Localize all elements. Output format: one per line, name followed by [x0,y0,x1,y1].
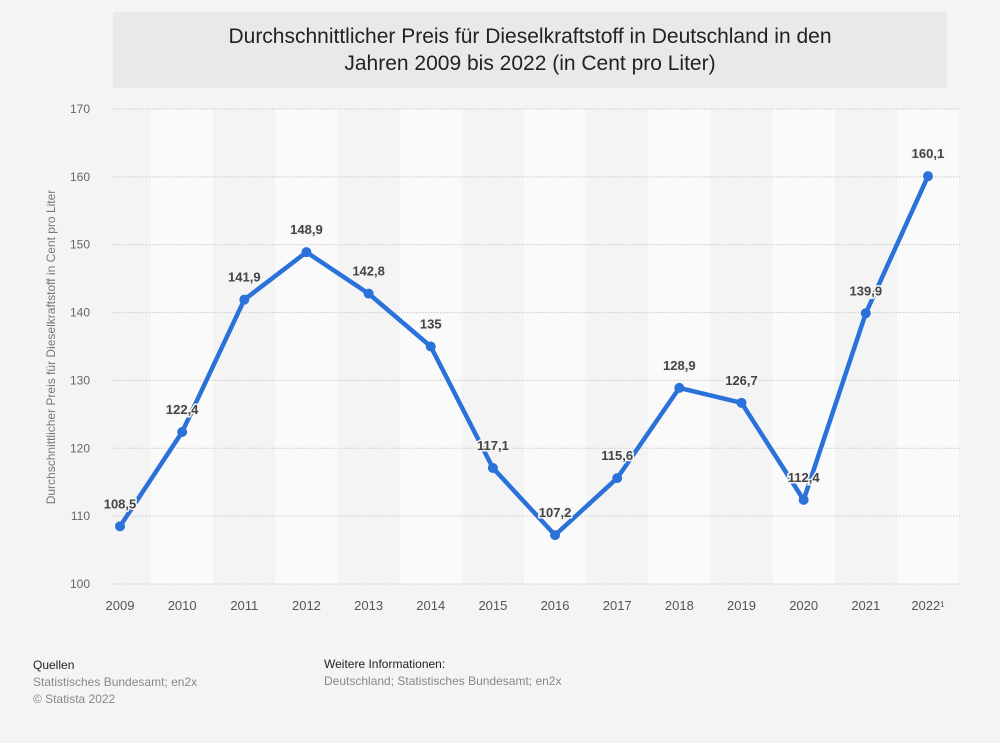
data-point [487,462,498,473]
chart-title: Durchschnittlicher Preis für Dieselkraft… [228,25,832,75]
data-label: 108,5 [104,496,137,511]
column-band [896,109,960,584]
y-tick-label: 140 [70,306,90,320]
column-band [523,109,587,584]
data-point [674,382,685,393]
x-tick-label: 2011 [230,598,258,613]
data-label: 122,4 [166,402,199,417]
x-tick-label: 2021 [851,598,880,613]
data-point [550,530,561,541]
data-label: 128,9 [663,358,696,373]
data-point [239,294,250,305]
y-tick-label: 160 [70,170,90,184]
series-line [117,173,931,538]
column-band [648,109,711,584]
column-band [772,109,835,584]
copyright: © Statista 2022 [33,692,116,706]
x-tick-label: 2022¹ [911,598,945,613]
x-tick-label: 2020 [789,598,818,613]
sources-block: Quellen Statistisches Bundesamt; en2x © … [33,657,197,708]
data-label: 135 [420,317,442,332]
data-point [736,397,747,408]
y-tick-label: 120 [70,441,90,455]
y-tick-label: 150 [70,238,90,252]
x-tick-label: 2014 [416,598,445,613]
x-tick-label: 2015 [478,598,507,613]
column-band [275,109,338,584]
data-label: 148,9 [290,222,323,237]
data-point [612,473,623,484]
x-tick-label: 2013 [354,598,383,613]
data-label: 117,1 [477,438,509,453]
x-tick-label: 2017 [603,598,632,613]
x-tick-label: 2012 [292,598,321,613]
x-tick-label: 2018 [665,598,694,613]
data-point [860,308,871,319]
info-heading: Weitere Informationen: [324,657,446,671]
y-tick-label: 170 [70,102,90,116]
data-point [363,288,374,299]
x-tick-label: 2016 [541,598,570,613]
x-tick-label: 2009 [106,598,135,613]
y-tick-label: 130 [70,373,90,387]
y-tick-label: 100 [70,577,90,591]
data-point [177,427,188,437]
data-label: 112,4 [788,470,821,485]
data-label: 115,6 [601,448,633,463]
data-point [922,171,933,182]
y-axis-label: Durchschnittlicher Preis für Dieselkraft… [44,190,58,505]
data-point [425,341,436,352]
data-point [798,494,809,505]
data-label: 141,9 [228,270,261,285]
data-label: 142,8 [352,264,385,279]
x-tick-label: 2010 [168,598,197,613]
info-block: Weitere Informationen: Deutschland; Stat… [324,656,561,690]
sources-text: Statistisches Bundesamt; en2x [33,675,198,689]
info-text: Deutschland; Statistisches Bundesamt; en… [324,674,562,688]
sources-heading: Quellen [33,658,75,672]
y-tick-label: 110 [71,509,90,523]
chart-title-box: Durchschnittlicher Preis für Dieselkraft… [113,12,947,88]
column-band [151,109,214,584]
data-label: 107,2 [539,505,572,520]
data-point [301,247,312,258]
x-tick-label: 2019 [727,598,756,613]
data-label: 139,9 [850,283,883,298]
data-label: 160,1 [912,146,945,161]
data-label: 126,7 [725,373,758,388]
data-point [115,521,125,532]
